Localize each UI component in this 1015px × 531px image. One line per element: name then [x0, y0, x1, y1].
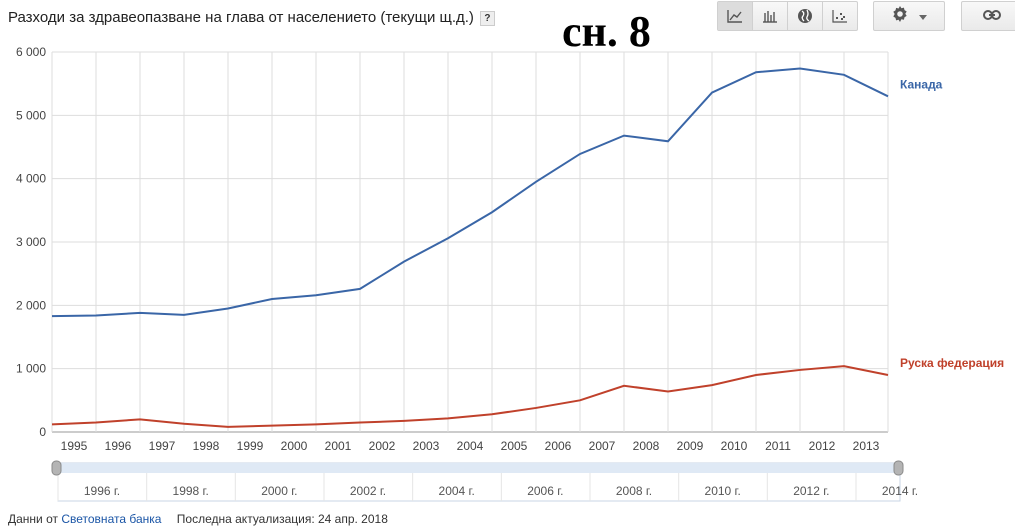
y-tick-label: 5 000: [16, 108, 46, 122]
chain-link-icon: [983, 7, 1001, 25]
series-line: [51, 365, 889, 428]
range-slider-label: 1996 г.: [84, 484, 120, 498]
range-slider-label: 2000 г.: [261, 484, 297, 498]
settings-button[interactable]: [873, 1, 945, 31]
y-tick-label: 3 000: [16, 235, 46, 249]
source-link[interactable]: Световната банка: [61, 512, 162, 526]
y-tick-label: 2 000: [16, 298, 46, 312]
line-chart-icon[interactable]: [718, 2, 753, 30]
range-slider-right-handle[interactable]: [893, 460, 904, 476]
range-slider-left-handle[interactable]: [51, 460, 62, 476]
x-tick-label: 2001: [325, 439, 352, 453]
share-link-button[interactable]: [961, 1, 1015, 31]
x-tick-label: 2004: [457, 439, 484, 453]
figure-label: сн. 8: [562, 7, 651, 56]
range-slider-label: 2004 г.: [439, 484, 475, 498]
x-tick-label: 2008: [633, 439, 660, 453]
x-tick-label: 2011: [765, 439, 791, 453]
scatter-icon[interactable]: [823, 2, 857, 30]
x-tick-label: 1996: [105, 439, 132, 453]
range-slider-label: 2006 г.: [527, 484, 563, 498]
globe-icon[interactable]: [788, 2, 823, 30]
x-tick-label: 2010: [721, 439, 748, 453]
x-tick-label: 1998: [193, 439, 220, 453]
series-label: Руска федерация: [900, 356, 1004, 370]
range-slider-label: 2014 г.: [882, 484, 918, 498]
range-slider-label: 1998 г.: [173, 484, 209, 498]
gear-icon: [891, 5, 909, 28]
y-tick-label: 0: [39, 425, 46, 439]
x-tick-label: 1995: [61, 439, 88, 453]
x-tick-label: 2005: [501, 439, 528, 453]
x-tick-label: 2002: [369, 439, 396, 453]
series-label: Канада: [900, 77, 943, 91]
range-slider-label: 2008 г.: [616, 484, 652, 498]
help-button[interactable]: ?: [479, 11, 495, 26]
y-tick-label: 1 000: [16, 362, 46, 376]
range-slider-selection: [58, 463, 900, 473]
chevron-down-icon: [919, 7, 927, 25]
y-tick-label: 6 000: [16, 45, 46, 59]
x-tick-label: 2013: [853, 439, 880, 453]
x-tick-label: 1997: [149, 439, 176, 453]
x-tick-label: 2000: [281, 439, 308, 453]
y-tick-label: 4 000: [16, 172, 46, 186]
x-tick-label: 2009: [677, 439, 704, 453]
bar-chart-icon[interactable]: [753, 2, 788, 30]
last-updated: Последна актуализация: 24 апр. 2018: [176, 512, 388, 526]
x-tick-label: 1999: [237, 439, 264, 453]
source-prefix: Данни от: [8, 512, 58, 526]
series-line: [51, 67, 889, 318]
range-slider-label: 2010 г.: [705, 484, 741, 498]
x-tick-label: 2003: [413, 439, 440, 453]
x-tick-label: 2006: [545, 439, 572, 453]
chart-title-text: Разходи за здравеопазване на глава от на…: [8, 9, 474, 26]
x-tick-label: 2012: [809, 439, 836, 453]
chart-title: Разходи за здравеопазване на глава от на…: [8, 9, 495, 26]
range-slider-label: 2002 г.: [350, 484, 386, 498]
range-slider-label: 2012 г.: [793, 484, 829, 498]
x-tick-label: 2007: [589, 439, 616, 453]
footer: Данни от Световната банка Последна актуа…: [8, 512, 388, 526]
chart-type-toolbar: [717, 1, 858, 31]
